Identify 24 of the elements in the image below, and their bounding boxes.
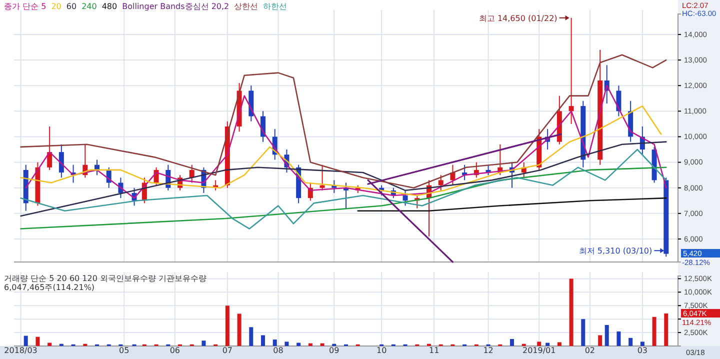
x-tick-label: 07	[222, 346, 233, 355]
x-tick-label: 09	[329, 346, 340, 355]
text: 480	[102, 2, 118, 11]
annotation: 거래량 단순 5 20 60 120 외국인보유수량 기관보유수량	[4, 274, 207, 283]
x-tick-label: 11	[428, 346, 440, 355]
x-tick-label: 2018/03	[4, 346, 38, 355]
text: 종가 단순 5	[4, 2, 46, 11]
text: 하한선	[263, 2, 288, 11]
annotation: 6,047,465주(114.21%)	[4, 283, 95, 292]
annotation: 최고 14,650 (01/22)	[478, 14, 558, 23]
x-tick-label: 02	[584, 346, 596, 355]
annotation: 최저 5,310 (03/10)	[578, 246, 652, 256]
x-tick-label: 08	[273, 346, 284, 355]
text: 60	[66, 2, 77, 11]
text: 상한선	[234, 2, 258, 11]
x-tick-label: 05	[119, 346, 130, 355]
x-tick-label: 2019/01	[522, 346, 556, 355]
x-tick-label: 10	[376, 346, 387, 355]
x-tick-label: 12	[483, 346, 494, 355]
text: 240	[82, 2, 97, 11]
text: Bollinger Bands중심선 20,2	[122, 2, 230, 11]
x-tick-label: 03	[637, 346, 648, 355]
x-tick-label: 06	[170, 346, 180, 355]
text: 20	[51, 2, 62, 11]
